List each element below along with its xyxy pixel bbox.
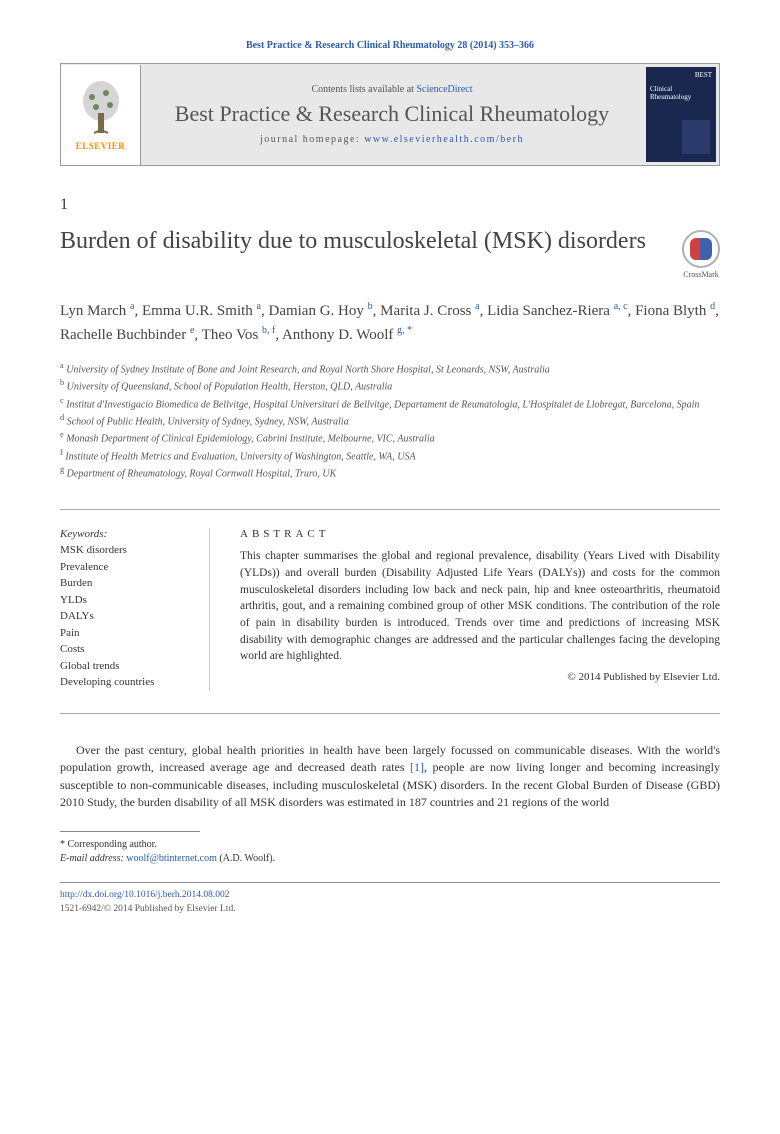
affiliation-item: f Institute of Health Metrics and Evalua… bbox=[60, 447, 720, 464]
keywords-list: MSK disordersPrevalenceBurdenYLDsDALYsPa… bbox=[60, 542, 189, 691]
abstract-text: This chapter summarises the global and r… bbox=[240, 548, 720, 665]
journal-center: Contents lists available at ScienceDirec… bbox=[141, 76, 643, 152]
elsevier-tree-icon bbox=[76, 79, 126, 139]
email-link[interactable]: woolf@btinternet.com bbox=[126, 853, 217, 864]
keyword-item: MSK disorders bbox=[60, 542, 189, 559]
affiliation-item: c Institut d'Investigacio Biomedica de B… bbox=[60, 395, 720, 412]
footnotes: * Corresponding author. E-mail address: … bbox=[60, 838, 720, 866]
affiliation-item: e Monash Department of Clinical Epidemio… bbox=[60, 429, 720, 446]
email-name: (A.D. Woolf). bbox=[219, 853, 275, 864]
corresponding-author-note: * Corresponding author. bbox=[60, 838, 720, 852]
keyword-item: YLDs bbox=[60, 592, 189, 609]
keyword-item: Costs bbox=[60, 641, 189, 658]
abstract-copyright: © 2014 Published by Elsevier Ltd. bbox=[240, 671, 720, 683]
keywords-column: Keywords: MSK disordersPrevalenceBurdenY… bbox=[60, 528, 210, 691]
email-label: E-mail address: bbox=[60, 853, 124, 864]
crossmark-icon bbox=[682, 230, 720, 268]
keyword-item: Pain bbox=[60, 625, 189, 642]
affiliations: a University of Sydney Institute of Bone… bbox=[60, 360, 720, 481]
section-number: 1 bbox=[60, 196, 720, 214]
homepage-link[interactable]: www.elsevierhealth.com/berh bbox=[364, 134, 524, 145]
crossmark-badge[interactable]: CrossMark bbox=[682, 230, 720, 279]
cover-top-text: BEST bbox=[650, 71, 712, 79]
keyword-item: Burden bbox=[60, 575, 189, 592]
elsevier-wordmark: ELSEVIER bbox=[76, 141, 126, 151]
issn-copyright: 1521-6942/© 2014 Published by Elsevier L… bbox=[60, 903, 720, 916]
homepage-prefix: journal homepage: bbox=[260, 134, 364, 145]
footnote-separator bbox=[60, 831, 200, 832]
cover-title-text: Clinical Rheumatology bbox=[650, 85, 712, 101]
intro-paragraph: Over the past century, global health pri… bbox=[60, 742, 720, 812]
crossmark-label: CrossMark bbox=[683, 270, 719, 279]
keywords-heading: Keywords: bbox=[60, 528, 189, 540]
abstract-row: Keywords: MSK disordersPrevalenceBurdenY… bbox=[60, 509, 720, 714]
affiliation-item: g Department of Rheumatology, Royal Corn… bbox=[60, 464, 720, 481]
affiliation-item: a University of Sydney Institute of Bone… bbox=[60, 360, 720, 377]
journal-name: Best Practice & Research Clinical Rheuma… bbox=[151, 101, 633, 127]
affiliation-item: b University of Queensland, School of Po… bbox=[60, 377, 720, 394]
contents-prefix: Contents lists available at bbox=[311, 84, 416, 95]
affiliation-item: d School of Public Health, University of… bbox=[60, 412, 720, 429]
abstract-heading: ABSTRACT bbox=[240, 528, 720, 540]
footer-meta: http://dx.doi.org/10.1016/j.berh.2014.08… bbox=[60, 882, 720, 916]
article-title: Burden of disability due to musculoskele… bbox=[60, 226, 662, 256]
author-list: Lyn March a, Emma U.R. Smith a, Damian G… bbox=[60, 299, 720, 346]
ref-link-1[interactable]: [1] bbox=[410, 760, 424, 774]
abstract-column: ABSTRACT This chapter summarises the glo… bbox=[240, 528, 720, 691]
title-row: Burden of disability due to musculoskele… bbox=[60, 226, 720, 279]
keyword-item: Global trends bbox=[60, 658, 189, 675]
keyword-item: DALYs bbox=[60, 608, 189, 625]
homepage-line: journal homepage: www.elsevierhealth.com… bbox=[151, 134, 633, 145]
email-line: E-mail address: woolf@btinternet.com (A.… bbox=[60, 852, 720, 866]
contents-available-line: Contents lists available at ScienceDirec… bbox=[151, 84, 633, 95]
doi-link[interactable]: http://dx.doi.org/10.1016/j.berh.2014.08… bbox=[60, 890, 230, 900]
journal-masthead: ELSEVIER Contents lists available at Sci… bbox=[60, 63, 720, 166]
keyword-item: Prevalence bbox=[60, 559, 189, 576]
journal-cover-thumbnail: BEST Clinical Rheumatology bbox=[646, 67, 716, 162]
elsevier-logo: ELSEVIER bbox=[61, 65, 141, 165]
running-header: Best Practice & Research Clinical Rheuma… bbox=[60, 40, 720, 51]
sciencedirect-link[interactable]: ScienceDirect bbox=[416, 84, 472, 95]
keyword-item: Developing countries bbox=[60, 674, 189, 691]
